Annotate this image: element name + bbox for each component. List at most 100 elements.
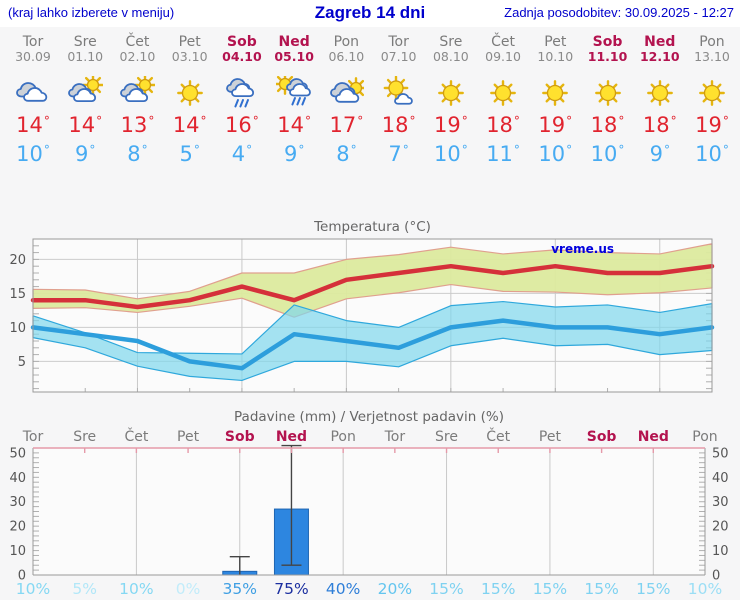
- day-name: Tor: [22, 34, 44, 50]
- svg-text:0: 0: [18, 569, 26, 584]
- precip-probability: 10%: [119, 580, 153, 598]
- precip-day-label: Pon: [692, 429, 717, 445]
- day-column: Sre 08.10 19° 10°: [425, 34, 477, 170]
- svg-text:5: 5: [18, 355, 26, 370]
- day-date: 08.10: [432, 49, 469, 64]
- day-column: Ned 05.10 14° 9°: [268, 34, 320, 170]
- weather-icon-slot: [216, 76, 268, 110]
- page-header: (kraj lahko izberete v meniju) Zagreb 14…: [0, 0, 740, 27]
- svg-text:50: 50: [9, 446, 26, 461]
- temp-max: 14°: [172, 113, 207, 137]
- temp-min: 4°: [231, 142, 253, 166]
- day-column: Ned 12.10 18° 9°: [634, 34, 686, 170]
- svg-text:10: 10: [9, 321, 26, 336]
- temp-max: 19°: [433, 113, 468, 137]
- temp-min: 8°: [127, 142, 148, 166]
- temp-min: 11°: [486, 142, 520, 166]
- day-name: Čet: [491, 34, 515, 50]
- precip-day-label: Tor: [22, 429, 44, 445]
- day-date: 07.10: [380, 49, 417, 64]
- precip-day-label: Čet: [124, 427, 148, 445]
- forecast-strip: Tor 30.09 14° 10° Sre 01.10 14° 9° Čet 02.10 13° 8°…: [0, 34, 740, 170]
- day-date: 12.10: [639, 49, 680, 64]
- day-column: Tor 30.09 14° 10°: [7, 34, 59, 170]
- precip-probability: 5%: [72, 580, 97, 598]
- svg-text:10: 10: [712, 544, 729, 559]
- temp-min: 10°: [538, 142, 573, 166]
- precip-probability: 20%: [378, 580, 412, 598]
- svg-text:20: 20: [9, 520, 26, 535]
- precip-day-label: Tor: [384, 429, 406, 445]
- svg-text:20: 20: [712, 520, 729, 535]
- partly-cloudy-icon: [68, 74, 105, 103]
- location-hint: (kraj lahko izberete v meniju): [8, 5, 175, 20]
- precip-probability: 15%: [533, 580, 567, 598]
- temp-max: 19°: [695, 113, 729, 137]
- precip-day-label: Ned: [638, 429, 669, 445]
- weather-icon-slot: [477, 76, 529, 110]
- precip-probability: 75%: [274, 580, 308, 598]
- day-name: Tor: [388, 34, 409, 50]
- temp-max: 14°: [16, 113, 50, 137]
- precip-probability: 40%: [326, 580, 360, 598]
- precipitation-chart: Padavine (mm) / Verjetnost padavin (%) To…: [9, 409, 729, 598]
- precip-probability: 10%: [688, 580, 722, 598]
- precip-day-label: Pet: [177, 429, 200, 445]
- precip-probability: 15%: [429, 580, 463, 598]
- temperature-chart: 5 10 15 20 Temperatura (°C) vreme.us: [9, 219, 715, 393]
- day-name: Ned: [278, 34, 310, 50]
- temp-max: 18°: [642, 113, 677, 137]
- weather-icon-slot: [111, 74, 163, 110]
- precip-day-label: Sre: [73, 429, 96, 445]
- cloudy-icon: [16, 82, 48, 102]
- temp-max: 17°: [329, 113, 364, 137]
- weather-icon-slot: [320, 76, 372, 110]
- day-date: 11.10: [587, 49, 628, 64]
- day-column: Tor 07.10 18° 7°: [373, 34, 425, 170]
- day-date: 06.10: [328, 49, 365, 64]
- sunny-icon: [594, 80, 621, 106]
- precipitation-chart-title: Padavine (mm) / Verjetnost padavin (%): [234, 409, 504, 425]
- day-column: Pet 10.10 19° 10°: [529, 34, 581, 170]
- sunny-icon: [176, 80, 203, 106]
- precip-probability: 15%: [636, 580, 670, 598]
- svg-text:30: 30: [712, 495, 729, 510]
- day-name: Sre: [73, 34, 97, 50]
- day-column: Sre 01.10 14° 9°: [59, 34, 111, 170]
- page-title: Zagreb 14 dni: [314, 3, 426, 22]
- svg-text:10: 10: [9, 544, 26, 559]
- weather-icon-slot: [373, 75, 425, 110]
- day-column: Pet 03.10 14° 5°: [164, 34, 216, 170]
- precip-probability: 10%: [16, 580, 50, 598]
- day-column: Čet 09.10 18° 11°: [477, 34, 529, 170]
- sunny-icon: [542, 80, 569, 106]
- day-date: 03.10: [171, 49, 208, 64]
- precip-day-label: Pon: [330, 429, 355, 445]
- weather-icon-slot: [7, 76, 59, 110]
- precip-probability: 35%: [223, 580, 257, 598]
- precip-whisker: [229, 555, 250, 575]
- svg-text:30: 30: [9, 495, 26, 510]
- vreme-us-watermark[interactable]: vreme.us: [551, 242, 614, 256]
- temp-min: 10°: [695, 142, 729, 166]
- mostly-cloudy-icon: [330, 77, 368, 103]
- temperature-chart-title: Temperatura (°C): [313, 219, 431, 235]
- last-update-timestamp: Zadnja posodobitev: 30.09.2025 - 12:27: [504, 5, 734, 20]
- day-name: Sob: [592, 34, 623, 50]
- temp-min: 9°: [283, 142, 305, 166]
- day-name: Pon: [699, 34, 725, 50]
- temp-min: 10°: [590, 142, 625, 166]
- temp-min: 10°: [16, 142, 50, 166]
- weather-icon-slot: [268, 73, 320, 110]
- sunny-icon: [437, 80, 464, 106]
- weather-icon-slot: [529, 76, 581, 110]
- svg-text:0: 0: [712, 569, 720, 584]
- day-name: Pon: [333, 34, 360, 50]
- precip-probability: 15%: [481, 580, 515, 598]
- day-column: Čet 02.10 13° 8°: [111, 34, 163, 170]
- temp-max: 14°: [68, 113, 103, 137]
- day-name: Čet: [125, 34, 150, 50]
- sunny-icon: [699, 80, 725, 106]
- temp-max: 18°: [590, 113, 625, 137]
- weather-icon-slot: [686, 76, 738, 110]
